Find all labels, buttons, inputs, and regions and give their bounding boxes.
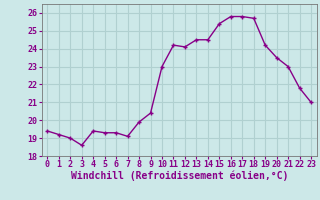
X-axis label: Windchill (Refroidissement éolien,°C): Windchill (Refroidissement éolien,°C) (70, 171, 288, 181)
